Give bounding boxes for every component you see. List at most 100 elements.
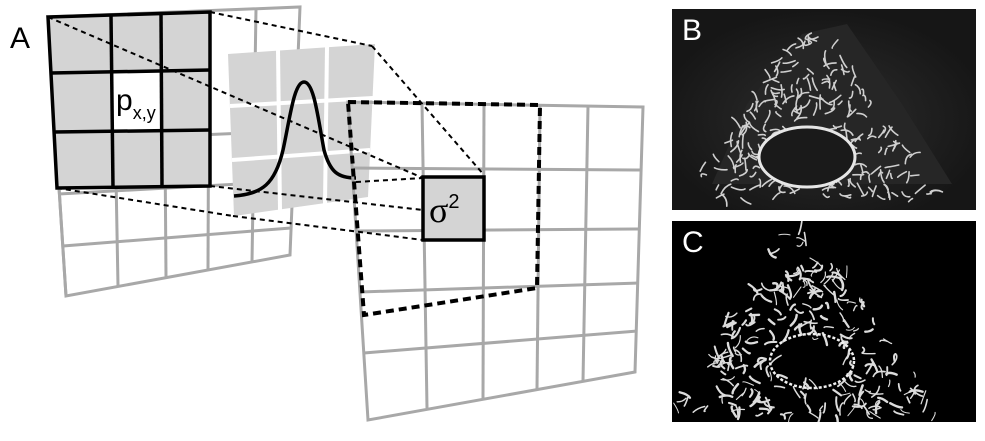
mitochondrion bbox=[738, 168, 748, 177]
mitochondrion bbox=[742, 363, 747, 375]
mitochondrion bbox=[839, 333, 853, 340]
mitochondrion bbox=[885, 366, 889, 377]
mitochondrion bbox=[731, 382, 740, 395]
gaussian-curve bbox=[233, 80, 357, 198]
mitochondrion bbox=[773, 61, 781, 73]
mitochondrion bbox=[749, 312, 754, 324]
mitochondrion bbox=[819, 314, 829, 321]
mitochondrion bbox=[893, 410, 905, 416]
mitochondrion bbox=[786, 43, 797, 51]
panel-label-c: C bbox=[682, 226, 704, 259]
mitochondrion bbox=[861, 346, 866, 354]
mitochondrion bbox=[861, 88, 865, 96]
mitochondrion bbox=[837, 379, 847, 388]
mitochondrion bbox=[824, 107, 836, 115]
mitochondrion bbox=[775, 111, 782, 118]
mitochondrion bbox=[901, 191, 911, 198]
mitochondrion bbox=[806, 404, 812, 413]
mitochondrion bbox=[769, 371, 773, 382]
mitochondrion bbox=[735, 405, 739, 419]
mitochondrion bbox=[839, 289, 847, 298]
mitochondrion bbox=[803, 231, 807, 247]
mitochondrion bbox=[840, 129, 854, 136]
mitochondrion bbox=[752, 293, 762, 301]
mitochondrion bbox=[734, 349, 743, 363]
mitochondrion bbox=[839, 54, 848, 69]
mitochondrion bbox=[847, 178, 850, 187]
mitochondrion bbox=[866, 135, 877, 140]
mitochondrion bbox=[806, 77, 812, 91]
mitochondrion bbox=[758, 178, 762, 188]
mitochondrion bbox=[831, 39, 839, 49]
mitochondrion bbox=[922, 398, 928, 413]
mitochondrion bbox=[914, 184, 926, 195]
mitochondrion bbox=[768, 329, 776, 341]
mitochondrion bbox=[751, 90, 758, 101]
mitochondrion bbox=[885, 169, 891, 180]
mitochondrion bbox=[860, 191, 869, 197]
mitochondrion bbox=[741, 133, 745, 149]
mitochondrion bbox=[867, 127, 873, 137]
mitochondrion bbox=[753, 100, 758, 112]
mitochondrion bbox=[822, 193, 830, 199]
mitochondrion bbox=[868, 173, 871, 183]
mitochondrion bbox=[811, 77, 818, 92]
mitochondrion bbox=[821, 80, 830, 85]
mitochondrion bbox=[837, 297, 849, 302]
mitochondrion bbox=[778, 289, 791, 300]
mitochondrion bbox=[764, 68, 771, 79]
mitochondrion bbox=[748, 388, 754, 398]
mitochondrion bbox=[872, 406, 882, 411]
mitochondrion bbox=[830, 99, 836, 111]
mitochondrion bbox=[830, 68, 838, 76]
mitochondrion bbox=[767, 318, 776, 326]
mitochondrion bbox=[834, 414, 839, 422]
mitochondrion bbox=[780, 84, 783, 98]
mitochondrion bbox=[904, 153, 913, 165]
mitochondrion bbox=[796, 104, 803, 120]
mitochondrion bbox=[782, 59, 796, 65]
mitochondrion bbox=[739, 122, 750, 136]
mitochondrion bbox=[770, 89, 781, 95]
mitochondrion bbox=[874, 399, 881, 406]
mitochondrion bbox=[718, 348, 727, 357]
mitochondrion bbox=[726, 341, 734, 358]
mitochondrion bbox=[775, 65, 779, 77]
mitochondrion bbox=[836, 299, 844, 311]
mitochondrion bbox=[864, 328, 874, 333]
mitochondrion bbox=[812, 337, 819, 340]
mitochondrion bbox=[802, 377, 807, 390]
pixel-label: px,y bbox=[116, 84, 156, 123]
mitochondrion bbox=[887, 142, 899, 148]
mitochondrion bbox=[808, 411, 819, 419]
mitochondrion bbox=[764, 83, 769, 95]
mitochondrion bbox=[673, 402, 679, 414]
mitochondrion bbox=[747, 283, 759, 295]
mitochondrion bbox=[742, 154, 751, 160]
mitochondrion bbox=[742, 381, 754, 386]
mitochondrion bbox=[721, 397, 724, 404]
output-pixel bbox=[421, 175, 486, 242]
mitochondrion bbox=[929, 189, 944, 193]
mitochondrion bbox=[866, 410, 874, 419]
mitochondrion bbox=[809, 257, 822, 267]
mitochondrion bbox=[845, 327, 855, 331]
mitochondrion bbox=[720, 370, 727, 376]
mitochondrion bbox=[812, 102, 818, 116]
mitochondrion bbox=[692, 405, 706, 413]
mitochondrion bbox=[808, 378, 818, 390]
mitochondrion bbox=[699, 161, 707, 172]
mitochondrion bbox=[789, 188, 800, 194]
mitochondrion bbox=[741, 121, 748, 136]
mitochondrion bbox=[723, 311, 730, 327]
mitochondrion bbox=[720, 193, 728, 207]
mitochondrion bbox=[823, 273, 834, 285]
mitochondrion bbox=[806, 67, 815, 75]
variance-label: σ2 bbox=[429, 190, 460, 230]
mitochondrion bbox=[743, 113, 750, 123]
mitochondrion bbox=[757, 133, 766, 137]
mitochondrion bbox=[763, 402, 775, 409]
mitochondrion bbox=[746, 336, 759, 342]
mitochondrion bbox=[822, 57, 830, 70]
mitochondrion bbox=[730, 326, 742, 340]
